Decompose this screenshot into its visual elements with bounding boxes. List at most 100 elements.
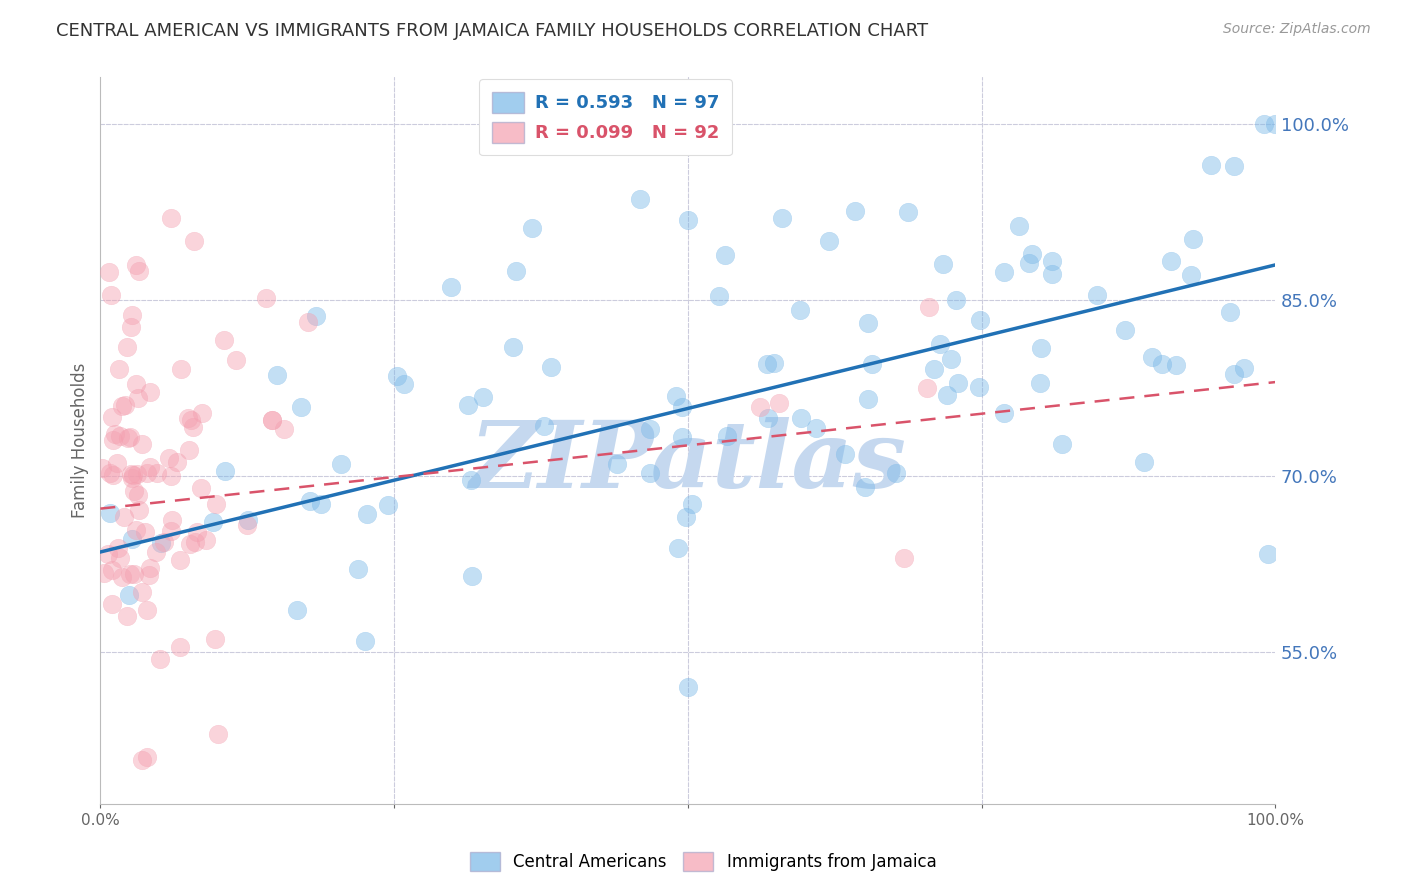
Point — [212, 333, 235, 347]
Point — [150, 535, 173, 549]
Point — [1029, 376, 1052, 390]
Point — [298, 494, 321, 508]
Point — [97, 265, 120, 279]
Point — [101, 409, 124, 424]
Point — [1222, 367, 1244, 381]
Point — [1219, 304, 1241, 318]
Point — [1133, 455, 1156, 469]
Point — [461, 569, 484, 583]
Point — [169, 640, 191, 654]
Point — [806, 421, 828, 435]
Point — [121, 532, 143, 546]
Point — [665, 389, 688, 403]
Point — [131, 754, 153, 768]
Point — [945, 293, 967, 308]
Point — [897, 205, 920, 219]
Point — [157, 450, 180, 465]
Point — [666, 541, 689, 556]
Point — [118, 588, 141, 602]
Point — [915, 381, 938, 395]
Point — [1199, 159, 1222, 173]
Point — [1040, 268, 1063, 282]
Point — [356, 507, 378, 521]
Point — [1160, 253, 1182, 268]
Point — [638, 422, 661, 436]
Point — [287, 603, 309, 617]
Point — [160, 513, 183, 527]
Point — [103, 468, 125, 483]
Point — [1180, 268, 1202, 282]
Point — [177, 410, 200, 425]
Point — [105, 456, 128, 470]
Point — [354, 634, 377, 648]
Point — [127, 488, 149, 502]
Point — [111, 399, 134, 413]
Point — [177, 442, 200, 457]
Y-axis label: Family Households: Family Households — [72, 363, 89, 518]
Point — [936, 387, 959, 401]
Point — [160, 211, 183, 225]
Point — [254, 291, 277, 305]
Point — [131, 584, 153, 599]
Point — [101, 597, 124, 611]
Point — [1222, 159, 1244, 173]
Point — [1087, 288, 1109, 302]
Point — [858, 392, 880, 407]
Point — [716, 429, 738, 443]
Point — [856, 316, 879, 330]
Point — [932, 257, 955, 271]
Point — [290, 400, 312, 414]
Point — [225, 352, 247, 367]
Point — [1029, 341, 1052, 355]
Point — [122, 566, 145, 581]
Point — [844, 204, 866, 219]
Point — [967, 380, 990, 394]
Point — [1164, 359, 1187, 373]
Point — [238, 512, 260, 526]
Point — [108, 428, 131, 442]
Point — [160, 524, 183, 538]
Point — [969, 313, 991, 327]
Point — [309, 498, 332, 512]
Point — [122, 483, 145, 498]
Point — [90, 461, 112, 475]
Point — [134, 524, 156, 539]
Point — [385, 369, 408, 384]
Point — [128, 264, 150, 278]
Point — [1264, 117, 1286, 131]
Legend: Central Americans, Immigrants from Jamaica: Central Americans, Immigrants from Jamai… — [461, 843, 945, 880]
Point — [127, 391, 149, 405]
Point — [118, 567, 141, 582]
Point — [1008, 219, 1031, 234]
Point — [817, 235, 839, 249]
Point — [606, 457, 628, 471]
Point — [748, 401, 770, 415]
Point — [860, 357, 883, 371]
Point — [136, 603, 159, 617]
Text: ZIPatlas: ZIPatlas — [470, 417, 907, 508]
Point — [100, 287, 122, 301]
Point — [125, 523, 148, 537]
Point — [440, 280, 463, 294]
Point — [946, 376, 969, 390]
Point — [115, 608, 138, 623]
Point — [101, 433, 124, 447]
Point — [939, 351, 962, 366]
Point — [170, 362, 193, 376]
Point — [236, 517, 259, 532]
Point — [297, 315, 319, 329]
Point — [120, 467, 142, 481]
Point — [160, 469, 183, 483]
Point — [457, 398, 479, 412]
Point — [540, 359, 562, 374]
Point — [194, 533, 217, 547]
Point — [98, 506, 121, 520]
Legend: R = 0.593   N = 97, R = 0.099   N = 92: R = 0.593 N = 97, R = 0.099 N = 92 — [479, 79, 733, 155]
Point — [273, 422, 295, 436]
Point — [104, 426, 127, 441]
Point — [305, 310, 328, 324]
Point — [918, 300, 941, 314]
Point — [707, 288, 730, 302]
Point — [136, 750, 159, 764]
Point — [675, 509, 697, 524]
